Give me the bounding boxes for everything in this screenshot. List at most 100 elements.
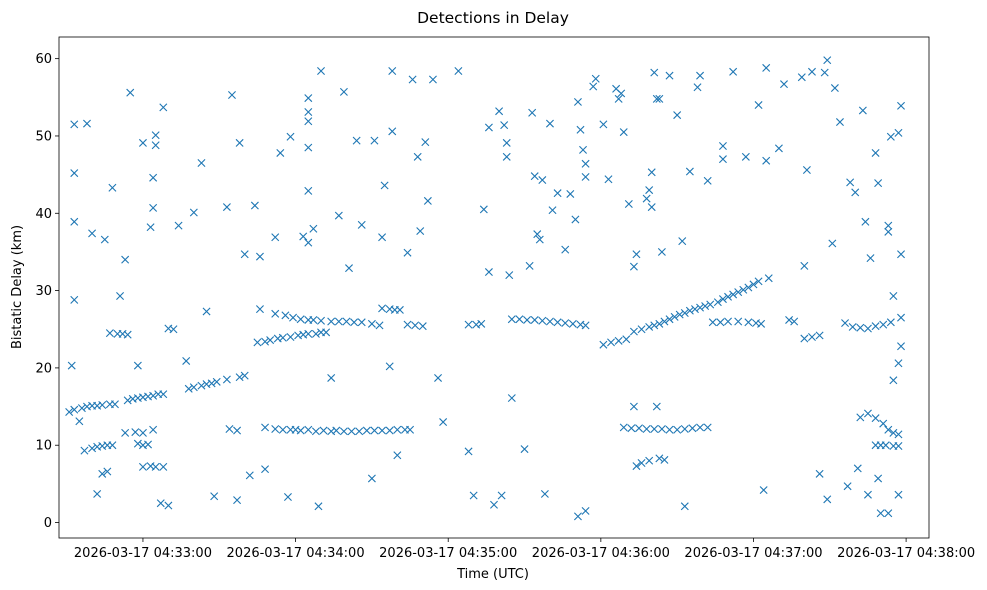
data-point: [863, 409, 872, 418]
data-point: [874, 474, 883, 483]
data-point: [314, 502, 323, 511]
data-point: [319, 426, 328, 435]
data-point: [423, 196, 432, 205]
data-point: [428, 75, 437, 84]
data-point: [744, 318, 753, 327]
data-point: [304, 108, 313, 116]
chart-title: Detections in Delay: [417, 9, 569, 27]
data-point: [739, 285, 748, 294]
data-point: [581, 321, 590, 330]
data-point: [370, 426, 379, 435]
x-tick-label: 2026-03-17 04:36:00: [532, 546, 670, 561]
data-point: [408, 75, 417, 84]
data-point: [655, 319, 664, 328]
y-tick-label: 40: [35, 207, 52, 222]
data-point: [250, 201, 259, 210]
data-point: [897, 101, 906, 110]
data-point: [105, 329, 114, 338]
data-point: [884, 509, 893, 518]
data-point: [144, 440, 153, 449]
data-point: [688, 424, 697, 433]
data-point: [571, 215, 580, 224]
data-point: [271, 309, 280, 318]
data-point: [884, 227, 893, 236]
data-point: [525, 261, 534, 270]
data-point: [708, 318, 717, 327]
data-point: [418, 322, 427, 331]
data-point: [785, 315, 794, 324]
data-point: [304, 329, 313, 338]
data-point: [98, 401, 107, 410]
data-point: [759, 486, 768, 495]
data-point: [734, 288, 743, 297]
data-point: [848, 322, 857, 331]
data-point: [894, 128, 903, 137]
data-point: [393, 425, 402, 434]
data-point: [189, 208, 198, 217]
data-point: [830, 84, 839, 93]
data-point: [642, 424, 651, 433]
data-point: [138, 428, 147, 437]
data-point: [637, 325, 646, 334]
data-point: [685, 167, 694, 176]
data-point: [696, 71, 705, 80]
data-point: [802, 165, 811, 174]
data-point: [385, 426, 394, 435]
data-point: [88, 444, 97, 453]
data-point: [357, 220, 366, 229]
data-point: [439, 418, 448, 427]
data-point: [222, 203, 231, 212]
data-point: [889, 428, 898, 437]
data-point: [629, 262, 638, 271]
data-point: [701, 302, 710, 311]
data-point: [82, 119, 91, 128]
x-axis-label: Time (UTC): [456, 567, 529, 582]
data-point: [357, 318, 366, 327]
data-point: [843, 482, 852, 491]
data-point: [149, 173, 158, 182]
data-point: [304, 238, 313, 247]
data-point: [317, 316, 326, 325]
data-point: [614, 94, 623, 103]
data-point: [685, 306, 694, 315]
data-point: [729, 290, 738, 299]
data-point: [884, 425, 893, 434]
data-point: [894, 490, 903, 499]
data-point: [820, 68, 829, 77]
data-point: [528, 108, 537, 117]
data-point: [757, 319, 766, 328]
data-point: [657, 424, 666, 433]
data-point: [108, 183, 117, 192]
data-point: [378, 233, 387, 242]
data-point: [863, 324, 872, 333]
data-point: [233, 426, 242, 435]
data-point: [807, 332, 816, 341]
data-point: [464, 320, 473, 329]
data-point: [693, 83, 702, 92]
data-point: [278, 425, 287, 434]
data-point: [225, 424, 234, 433]
data-point: [149, 391, 158, 400]
data-point: [800, 334, 809, 343]
data-point: [573, 512, 582, 521]
data-point: [579, 145, 588, 154]
data-point: [80, 446, 89, 455]
data-point: [156, 499, 165, 508]
data-point: [874, 179, 883, 188]
data-point: [713, 298, 722, 307]
data-point: [673, 425, 682, 434]
data-point: [367, 319, 376, 328]
data-point: [278, 333, 287, 342]
data-point: [240, 250, 249, 259]
y-axis: 0 10 20 30 40 50 60: [35, 52, 59, 531]
data-point: [652, 402, 661, 411]
data-point: [182, 356, 191, 365]
data-point: [123, 396, 132, 405]
data-point: [635, 424, 643, 433]
data-point: [197, 159, 206, 168]
data-point: [650, 321, 659, 330]
data-point: [375, 321, 384, 330]
data-point: [202, 307, 211, 316]
data-point: [866, 254, 875, 263]
x-tick-label: 2026-03-17 04:33:00: [74, 546, 212, 561]
